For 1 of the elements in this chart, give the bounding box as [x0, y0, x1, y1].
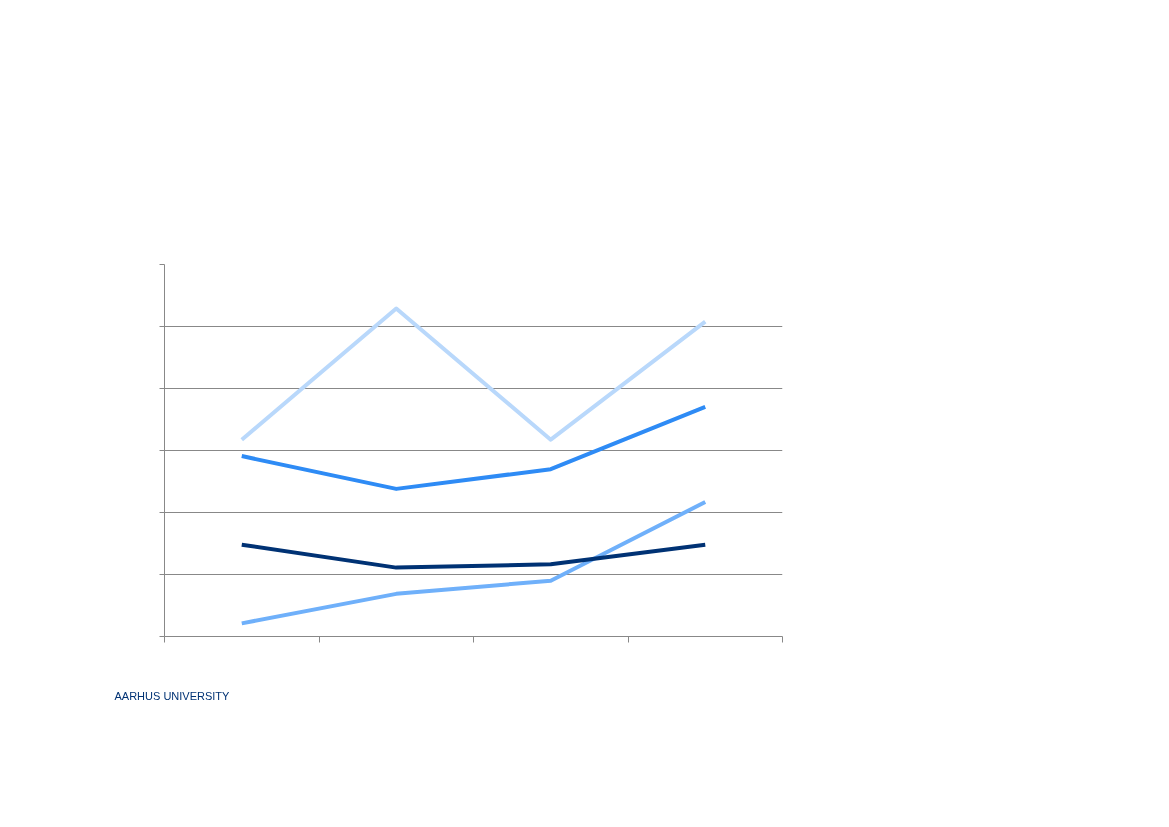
text: AARHUS UNIVERSITY — [114, 689, 231, 702]
